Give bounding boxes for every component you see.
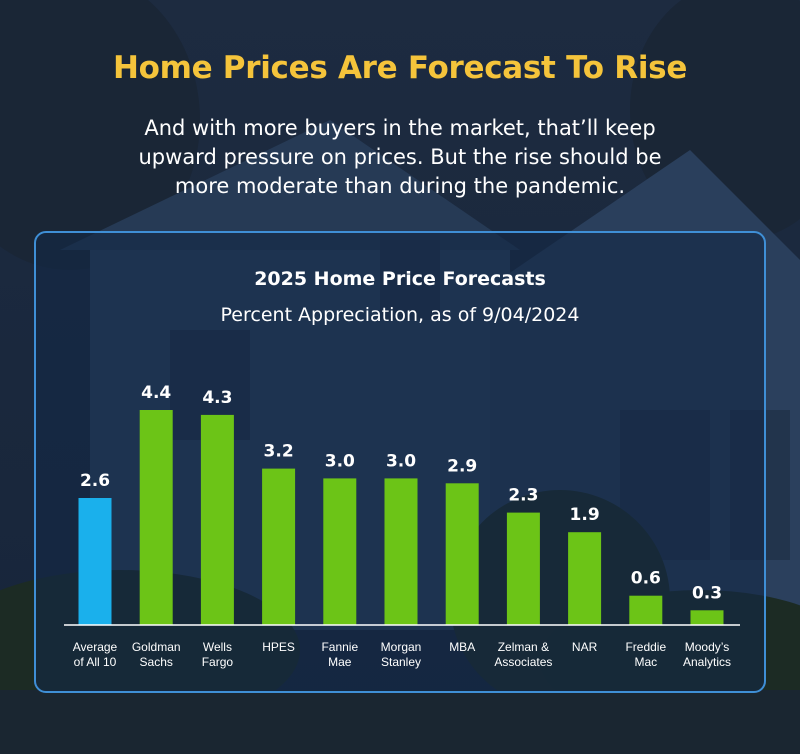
bar-value-label: 2.6 bbox=[80, 471, 110, 491]
bar-value-label: 1.9 bbox=[570, 505, 600, 525]
bar-0 bbox=[78, 498, 112, 625]
category-label: Freddie Mac bbox=[625, 640, 666, 669]
bar-value-label: 2.3 bbox=[508, 486, 538, 506]
category-label-line: MBA bbox=[449, 640, 475, 654]
bar-value-label: 2.9 bbox=[447, 456, 477, 476]
category-label-line: Freddie bbox=[625, 640, 666, 654]
bar-1 bbox=[139, 410, 173, 625]
bar-value-label: 4.3 bbox=[202, 388, 232, 408]
chart-title: 2025 Home Price Forecasts bbox=[254, 268, 546, 290]
category-label-line: Analytics bbox=[683, 655, 731, 669]
bar-10 bbox=[690, 610, 724, 625]
bar-value-label: 3.0 bbox=[386, 451, 416, 471]
category-label-line: Morgan bbox=[381, 640, 422, 654]
category-label: Zelman & Associates bbox=[494, 640, 552, 669]
category-label: Wells Fargo bbox=[202, 640, 234, 669]
category-label-line: Wells bbox=[203, 640, 232, 654]
category-label-line: Sachs bbox=[140, 655, 173, 669]
category-label-line: NAR bbox=[572, 640, 598, 654]
category-label: Morgan Stanley bbox=[381, 640, 422, 669]
category-label-line: Mae bbox=[328, 655, 352, 669]
category-label-line: Fargo bbox=[202, 655, 234, 669]
category-label-line: Zelman & bbox=[498, 640, 549, 654]
bar-5 bbox=[384, 478, 418, 625]
category-label-line: Mac bbox=[634, 655, 657, 669]
category-label-line: Moody’s bbox=[685, 640, 729, 654]
bar-3 bbox=[262, 468, 296, 625]
bar-9 bbox=[629, 595, 663, 625]
bar-4 bbox=[323, 478, 357, 625]
bar-value-label: 3.0 bbox=[325, 451, 355, 471]
page-subtitle: And with more buyers in the market, that… bbox=[90, 114, 710, 201]
category-label: Goldman Sachs bbox=[132, 640, 181, 669]
bar-value-label: 4.4 bbox=[141, 383, 171, 403]
chart-subtitle: Percent Appreciation, as of 9/04/2024 bbox=[220, 304, 580, 326]
subtitle-line: more moderate than during the pandemic. bbox=[174, 174, 626, 198]
page-title: Home Prices Are Forecast To Rise bbox=[112, 50, 688, 86]
bar-value-label: 0.3 bbox=[692, 583, 722, 603]
category-label: Fannie Mae bbox=[321, 640, 358, 669]
category-label: NAR bbox=[572, 640, 598, 654]
bar-2 bbox=[200, 414, 234, 625]
bar-6 bbox=[445, 483, 479, 625]
bar-value-label: 0.6 bbox=[631, 569, 661, 589]
category-label: Average of All 10 bbox=[73, 640, 118, 669]
category-label-line: Fannie bbox=[321, 640, 358, 654]
category-label-line: of All 10 bbox=[74, 655, 117, 669]
subtitle-line: upward pressure on prices. But the rise … bbox=[138, 145, 662, 169]
category-label-line: Stanley bbox=[381, 655, 421, 669]
bar-7 bbox=[506, 512, 540, 625]
category-label-line: Associates bbox=[494, 655, 552, 669]
category-label-line: HPES bbox=[262, 640, 295, 654]
bar-8 bbox=[568, 532, 602, 625]
category-label: HPES bbox=[262, 640, 295, 654]
bar-value-label: 3.2 bbox=[264, 442, 294, 462]
category-label-line: Goldman bbox=[132, 640, 181, 654]
subtitle-line: And with more buyers in the market, that… bbox=[144, 116, 656, 140]
category-label: Moody’s Analytics bbox=[683, 640, 731, 669]
category-label: MBA bbox=[449, 640, 475, 654]
category-label-line: Average bbox=[73, 640, 118, 654]
